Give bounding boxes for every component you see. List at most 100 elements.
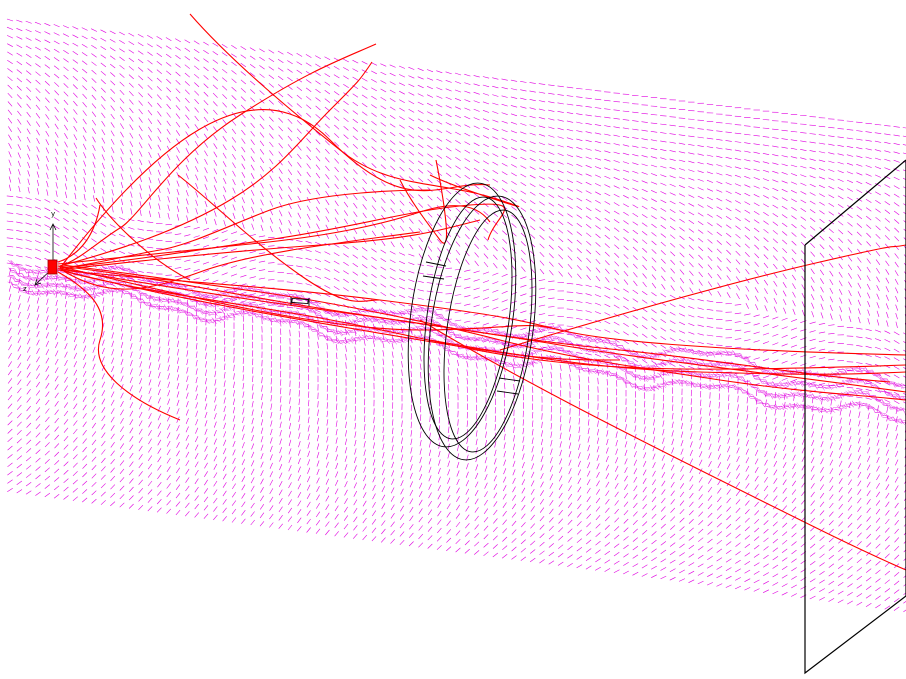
field-vector — [223, 431, 227, 438]
field-vector — [204, 403, 208, 410]
field-vector — [352, 127, 358, 132]
field-vector — [118, 242, 126, 246]
field-vector — [34, 240, 42, 244]
field-vector — [118, 217, 126, 221]
field-vector — [148, 370, 152, 378]
field-vector — [492, 220, 498, 226]
field-vector — [699, 451, 703, 458]
field-vector — [857, 282, 862, 289]
field-vector — [175, 121, 181, 128]
field-vector — [204, 167, 208, 174]
field-vector — [660, 174, 667, 178]
field-vector — [650, 173, 658, 176]
field-vector — [595, 506, 601, 512]
field-vector — [296, 86, 303, 91]
field-vector — [362, 178, 368, 185]
field-vector — [801, 301, 805, 308]
field-vector — [492, 306, 499, 310]
field-vector — [492, 77, 499, 80]
field-vector — [92, 338, 96, 345]
field-vector — [558, 245, 564, 251]
field-vector — [233, 381, 235, 389]
field-vector — [846, 171, 854, 175]
field-vector — [762, 324, 770, 327]
field-vector — [492, 161, 499, 166]
field-vector — [642, 239, 648, 245]
field-vector — [819, 218, 825, 224]
field-vector — [837, 128, 844, 130]
field-vector — [101, 137, 106, 144]
field-vector — [83, 185, 86, 192]
field-vector — [398, 286, 406, 290]
field-vector — [138, 437, 143, 443]
field-vector — [6, 254, 14, 256]
field-vector — [334, 209, 339, 215]
field-vector — [669, 311, 676, 316]
field-vector — [548, 253, 554, 259]
field-vector — [389, 131, 396, 137]
field-vector — [558, 254, 564, 260]
field-vector — [213, 151, 218, 158]
field-vector — [100, 96, 106, 102]
field-vector — [483, 219, 489, 225]
field-vector — [436, 129, 443, 134]
field-vector — [651, 488, 657, 494]
field-vector — [427, 145, 433, 150]
field-vector — [557, 127, 564, 131]
field-vector — [538, 125, 546, 128]
field-vector — [251, 384, 254, 391]
field-vector — [790, 353, 798, 357]
field-vector — [17, 337, 22, 344]
field-vector — [650, 147, 658, 150]
field-vector — [716, 531, 722, 536]
field-vector — [333, 286, 340, 290]
field-vector — [166, 78, 172, 84]
field-vector — [427, 153, 433, 158]
field-vector — [595, 191, 601, 196]
field-vector — [623, 254, 629, 260]
field-vector — [176, 433, 180, 440]
field-vector — [558, 501, 563, 507]
field-vector — [566, 103, 574, 106]
field-vector — [538, 150, 546, 154]
field-vector — [417, 110, 424, 114]
field-vector — [45, 155, 49, 163]
field-vector — [585, 181, 592, 186]
field-vector — [679, 508, 685, 515]
field-vector — [753, 185, 760, 189]
field-vector — [736, 430, 740, 437]
field-vector — [268, 108, 274, 114]
field-vector — [819, 269, 825, 276]
field-vector — [557, 178, 564, 182]
field-vector — [392, 410, 394, 418]
field-vector — [193, 269, 200, 272]
field-vector — [149, 337, 151, 344]
field-vector — [308, 399, 310, 407]
field-vector — [464, 166, 471, 171]
field-vector — [316, 206, 320, 213]
field-vector — [726, 249, 732, 255]
field-vector — [194, 157, 199, 164]
field-vector — [455, 241, 461, 247]
field-vector — [17, 102, 22, 108]
field-vector — [373, 442, 375, 449]
field-vector — [54, 409, 59, 415]
field-vector — [576, 197, 583, 202]
field-vector — [800, 174, 807, 178]
field-vector — [381, 469, 385, 476]
field-vector — [538, 279, 546, 281]
field-vector — [361, 69, 368, 73]
field-vector — [847, 239, 853, 245]
field-vector — [258, 269, 266, 271]
field-vector — [165, 232, 172, 234]
field-vector — [576, 309, 583, 312]
field-vector — [736, 293, 740, 300]
field-vector — [184, 97, 190, 104]
field-vector — [706, 300, 714, 303]
field-vector — [594, 302, 602, 306]
field-vector — [577, 503, 582, 510]
field-vector — [260, 453, 264, 460]
field-vector — [548, 194, 555, 198]
